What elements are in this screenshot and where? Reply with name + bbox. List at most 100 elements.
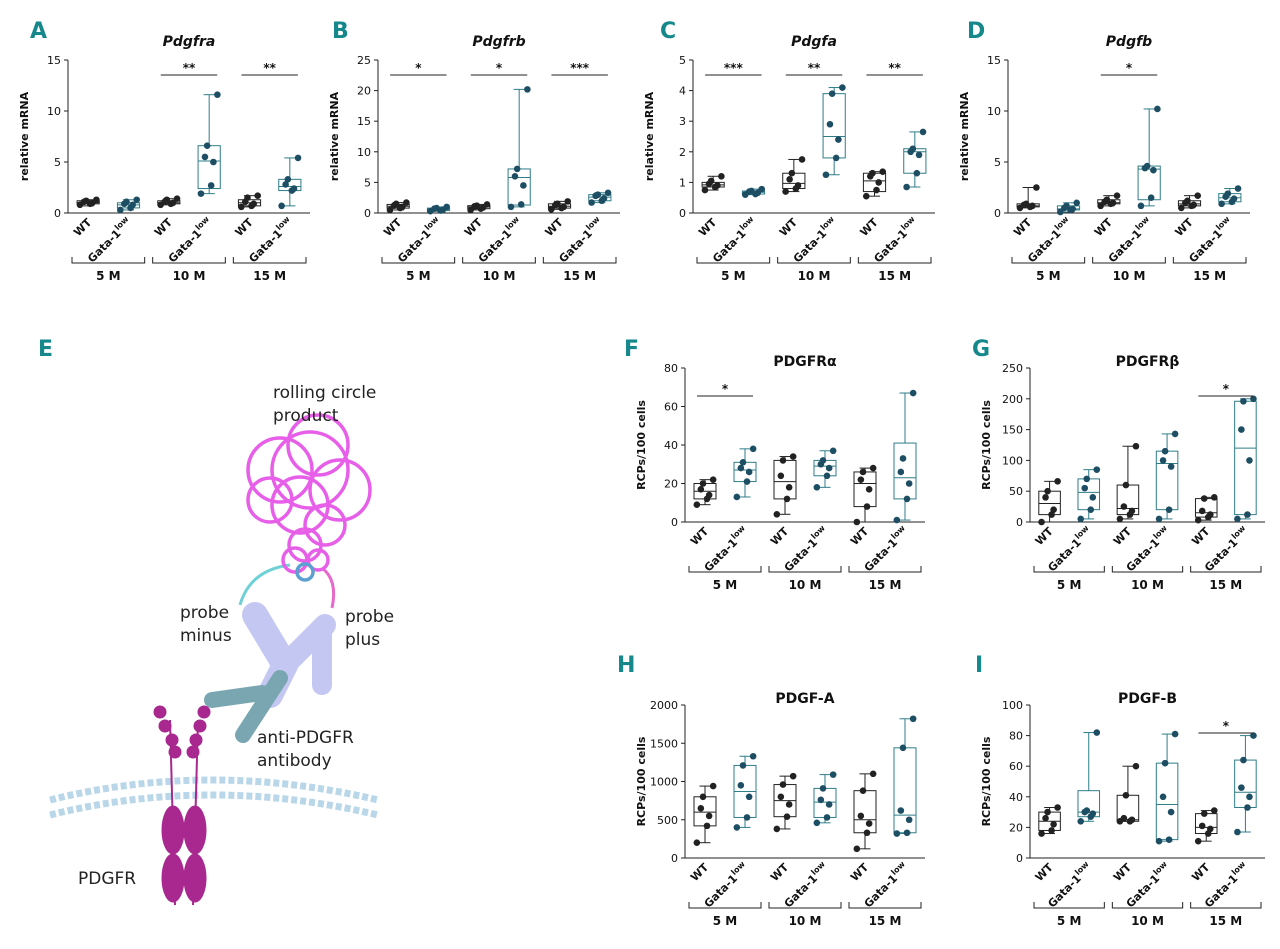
data-point [709,476,717,483]
data-point [294,154,302,162]
data-point [786,176,793,183]
y-tick-label: 20 [357,85,371,98]
panel-letter: F [624,337,639,362]
group-bracket [1111,566,1184,573]
y-tick-label: 1500 [650,737,678,750]
panel-letter: E [38,337,53,362]
data-point [915,151,923,159]
data-point [1132,762,1140,770]
data-point [897,807,905,814]
data-point [1120,503,1128,510]
data-point [524,86,531,93]
category-sup: low [809,859,827,877]
data-point [893,516,901,524]
x-tick-label: Gata-1low [860,523,911,574]
group-bracket [71,257,146,264]
category-name: WT [152,216,175,239]
box [693,796,717,827]
category-name: WT [688,861,711,884]
y-tick-label: 25 [357,54,371,67]
x-tick-label: Gata-1low [780,523,831,574]
data-point [564,198,572,205]
data-point [1122,791,1130,799]
membrane [49,776,379,804]
data-point [483,201,491,208]
category-name: Gata-1 [85,227,123,265]
data-point [773,825,781,833]
category-name: Gata-1 [791,227,829,265]
data-point [1198,507,1206,515]
data-point [905,480,913,487]
box [1038,490,1061,516]
group-bracket [696,257,771,264]
data-point [743,478,751,485]
data-point [123,198,130,206]
data-point [1240,756,1247,764]
y-tick-label: 60 [664,401,678,414]
category-name: WT [233,216,256,239]
data-point [547,206,555,213]
data-point [1246,457,1253,464]
group-label: 5 M [1057,914,1081,928]
data-point [1218,200,1225,208]
chart-title: Pdgfrb [472,34,525,50]
significance-label: *** [570,61,590,75]
group-label: 10 M [173,269,206,283]
y-tick-label: 5 [994,156,1001,169]
x-tick-label: WT [768,861,791,884]
category-name: Gata-1 [1025,227,1063,265]
data-point [1081,484,1089,492]
y-tick-label: 15 [357,115,371,128]
y-tick-label: 60 [1009,760,1023,773]
box [893,747,917,834]
category-name: Gata-1 [166,227,204,265]
data-point [1048,511,1055,518]
data-point [604,189,612,197]
data-point [869,464,877,472]
data-point [739,762,747,769]
data-point [869,169,876,177]
y-tick-label: 2000 [650,699,678,712]
box [1194,498,1218,518]
data-point [748,187,755,195]
data-point [749,752,757,760]
x-tick-label: Gata-1low [709,214,760,265]
data-point [1234,515,1241,523]
data-point [909,715,917,723]
data-point [1038,518,1045,526]
category-name: WT [1111,525,1134,548]
label: probe [345,607,394,627]
y-tick-label: 500 [657,814,678,827]
box [773,459,797,500]
category-name: Gata-1 [1124,872,1162,910]
data-point [813,484,821,491]
x-tick-label: WT [71,216,94,239]
category-name: Gata-1 [702,872,740,910]
category-sup: low [274,214,292,232]
data-point [905,816,913,824]
group-label: 15 M [869,914,902,928]
x-tick-label: Gata-1low [84,214,135,265]
data-point [1063,202,1070,210]
y-axis-label: relative mRNA [328,91,341,181]
data-point [1167,808,1175,816]
category-name: Gata-1 [1202,872,1240,910]
y-axis-label: RCPs/100 cells [980,736,993,826]
significance-label: ** [183,61,196,75]
y-tick-label: 150 [1002,424,1023,437]
data-point [822,171,830,179]
category-name: WT [1092,216,1115,239]
data-point [1113,192,1121,199]
data-point [403,199,410,206]
data-point [903,829,911,837]
box [507,168,531,206]
x-tick-label: WT [233,216,256,239]
x-tick-label: Gata-1low [870,214,921,265]
data-point [853,845,861,853]
data-point [909,145,917,153]
panel-letter: C [660,19,676,44]
y-tick-label: 0 [54,207,61,220]
x-tick-label: WT [1189,525,1212,548]
category-name: Gata-1 [1186,227,1224,265]
category-sup: low [819,214,837,232]
